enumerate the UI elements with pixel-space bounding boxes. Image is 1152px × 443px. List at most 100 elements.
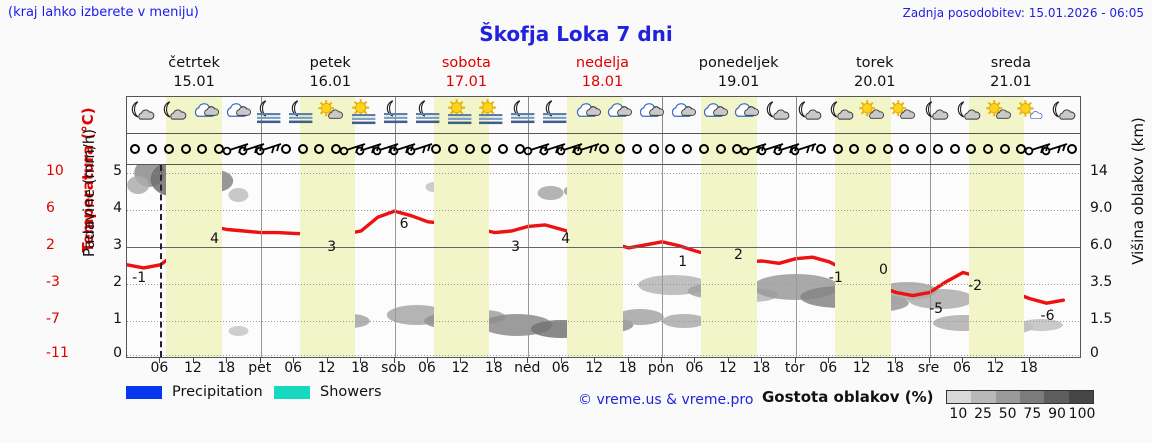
temperature-tick-label: -3	[46, 274, 60, 290]
wind-calm-icon	[471, 137, 501, 159]
day-header-row: četrtek 15.01 petek 16.01 sobota 17.01 nedelja…	[126, 54, 1081, 94]
x-axis-tick-mark	[493, 358, 495, 363]
x-axis-tick-label: 12	[585, 360, 604, 376]
x-axis-tick-mark	[761, 358, 763, 363]
x-axis-tick-mark	[360, 358, 362, 363]
showers-swatch	[274, 386, 310, 399]
moon-wind-icon	[541, 99, 571, 131]
x-axis-tick-label: 12	[317, 360, 336, 376]
sun-wind-icon	[350, 99, 380, 131]
x-axis-tick-label: 06	[953, 360, 971, 376]
wind-calm-icon	[806, 137, 836, 159]
x-axis-tick-label: pon	[647, 360, 675, 376]
wind-calm-icon	[120, 137, 150, 159]
day-date: 18.01	[581, 74, 624, 90]
x-axis-tick-mark	[326, 358, 328, 363]
wind-calm-icon	[990, 137, 1020, 159]
wind-calm-icon	[923, 137, 953, 159]
sun-cloud-icon	[858, 99, 889, 131]
cloud-density-blob	[537, 186, 564, 200]
wind-calm-icon	[940, 137, 970, 159]
x-axis-tick-label: 18	[618, 360, 637, 376]
day-name: ponedeljek	[698, 55, 779, 71]
cloud-icon	[731, 99, 761, 131]
temperature-tick-label: -7	[46, 311, 60, 327]
cloud-icon	[573, 99, 603, 131]
wind-calm-icon	[672, 137, 702, 159]
x-axis-tick-label: 06	[284, 360, 303, 376]
wind-calm-icon	[823, 137, 853, 159]
day-separator	[528, 97, 530, 164]
day-header-petek: petek 16.01	[262, 54, 398, 92]
moon-cloud-icon	[763, 99, 793, 131]
temperature-point-label: 2	[734, 246, 743, 263]
day-name: petek	[309, 55, 351, 71]
temperature-point-label: 3	[327, 239, 337, 256]
x-axis-tick-mark	[159, 358, 161, 363]
day-name: sreda	[990, 55, 1032, 71]
wind-barb-icon	[254, 137, 284, 159]
temperature-tick-label: 6	[46, 200, 55, 216]
day-gridline	[795, 165, 797, 357]
x-axis-tick-mark	[293, 358, 295, 363]
location-menu-hint[interactable]: (kraj lahko izberete v meniju)	[8, 5, 199, 20]
horizontal-gridline	[127, 210, 1080, 211]
wind-calm-icon	[137, 137, 167, 159]
x-axis-tick-label: 06	[150, 360, 169, 376]
day-separator	[394, 97, 396, 164]
cloud-icon	[700, 99, 730, 131]
cloud-height-tick-label: 14	[1090, 163, 1108, 179]
wind-barb-icon	[789, 137, 819, 159]
cloud-wind-icon	[287, 99, 317, 131]
cloud-density-blob	[228, 188, 249, 202]
density-step-100	[1068, 391, 1093, 403]
temperature-point-label: 3	[511, 239, 521, 256]
density-step-25	[971, 391, 996, 403]
wind-calm-icon	[304, 137, 334, 159]
day-separator	[662, 97, 664, 164]
density-value-label: 50	[998, 406, 1017, 422]
x-axis-tick-mark	[393, 358, 395, 363]
x-axis-tick-label: 18	[752, 360, 771, 376]
wind-barb-icon	[1040, 137, 1070, 159]
x-axis-tick-mark	[1028, 358, 1030, 363]
cloud-icon	[604, 99, 634, 131]
day-gridline	[260, 165, 262, 357]
day-name: četrtek	[168, 55, 220, 71]
wind-calm-icon	[655, 137, 685, 159]
day-gridline	[662, 165, 664, 357]
temperature-tick-label: 2	[46, 237, 55, 253]
wind-calm-icon	[438, 137, 468, 159]
density-step-75	[1019, 391, 1045, 403]
x-axis-tick-mark	[694, 358, 696, 363]
x-axis-tick-mark	[627, 358, 629, 363]
x-axis-tick-mark	[259, 358, 261, 363]
temperature-point-label: 6	[399, 216, 409, 233]
day-date: 17.01	[445, 74, 488, 90]
horizontal-gridline	[127, 173, 1080, 174]
day-date: 15.01	[173, 74, 215, 90]
wind-calm-icon	[973, 137, 1003, 159]
wind-calm-icon	[639, 137, 669, 159]
day-separator	[929, 97, 931, 164]
day-gridline	[528, 165, 530, 357]
cloud-icon	[668, 99, 698, 131]
precipitation-swatch	[126, 386, 162, 399]
day-header-četrtek: četrtek 15.01	[126, 54, 262, 92]
x-axis-tick-label: 18	[217, 360, 236, 376]
copyright-label[interactable]: © vreme.us & vreme.pro	[578, 392, 754, 408]
weather-icon-strip	[126, 96, 1081, 164]
x-axis-tick-mark	[727, 358, 729, 363]
cloud-height-tick-label: 6.0	[1090, 237, 1113, 253]
temperature-point-label: -1	[828, 269, 843, 286]
cloud-height-tick-label: 0	[1090, 345, 1099, 361]
x-axis-tick-mark	[594, 358, 596, 363]
moon-cloud-icon	[1049, 99, 1079, 131]
horizontal-gridline	[127, 247, 1080, 248]
x-axis-tick-mark	[226, 358, 228, 363]
horizontal-gridline	[127, 284, 1080, 285]
cloud-density-blob	[127, 176, 150, 194]
x-axis-tick-label: 18	[1019, 360, 1038, 376]
temperature-point-label: -2	[968, 277, 983, 294]
